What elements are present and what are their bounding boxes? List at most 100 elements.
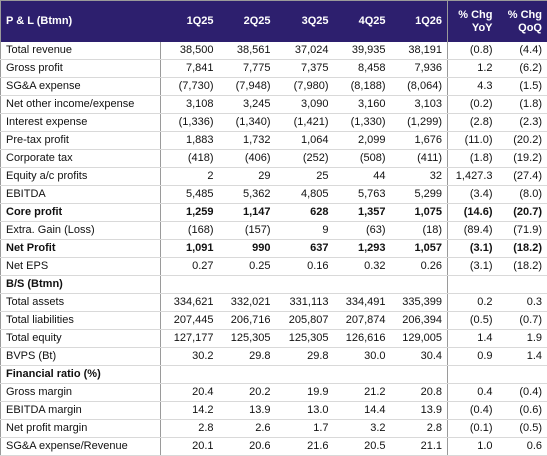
value-cell: 20.5 xyxy=(334,438,391,456)
value-cell: 0.32 xyxy=(334,258,391,276)
value-cell: 38,500 xyxy=(161,42,219,60)
value-cell: 7,936 xyxy=(391,60,448,78)
value-cell: 125,305 xyxy=(219,330,276,348)
value-cell: 3,245 xyxy=(219,96,276,114)
value-cell: 0.25 xyxy=(219,258,276,276)
empty-cell xyxy=(391,366,448,384)
header-cell: 3Q25 xyxy=(276,1,334,43)
value-cell: (411) xyxy=(391,150,448,168)
value-cell: 1,147 xyxy=(219,204,276,222)
value-cell: 38,561 xyxy=(219,42,276,60)
data-row: Extra. Gain (Loss)(168)(157)9(63)(18)(89… xyxy=(1,222,547,240)
data-row: Interest expense(1,336)(1,340)(1,421)(1,… xyxy=(1,114,547,132)
value-cell: 13.0 xyxy=(276,402,334,420)
header-line: QoQ xyxy=(503,22,543,35)
value-cell: 0.4 xyxy=(448,384,498,402)
value-cell: (8,188) xyxy=(334,78,391,96)
value-cell: 1,075 xyxy=(391,204,448,222)
value-cell: (0.6) xyxy=(498,402,547,420)
empty-cell xyxy=(498,276,547,294)
value-cell: (7,980) xyxy=(276,78,334,96)
value-cell: 334,491 xyxy=(334,294,391,312)
empty-cell xyxy=(276,276,334,294)
value-cell: 9 xyxy=(276,222,334,240)
value-cell: (168) xyxy=(161,222,219,240)
header-cell: 1Q26 xyxy=(391,1,448,43)
empty-cell xyxy=(161,276,219,294)
value-cell: (8,064) xyxy=(391,78,448,96)
value-cell: (1,336) xyxy=(161,114,219,132)
value-cell: 206,394 xyxy=(391,312,448,330)
value-cell: 3.2 xyxy=(334,420,391,438)
value-cell: (0.8) xyxy=(448,42,498,60)
value-cell: (0.2) xyxy=(448,96,498,114)
value-cell: (89.4) xyxy=(448,222,498,240)
value-cell: (20.7) xyxy=(498,204,547,222)
value-cell: (1,421) xyxy=(276,114,334,132)
row-label: Extra. Gain (Loss) xyxy=(1,222,161,240)
value-cell: (0.4) xyxy=(448,402,498,420)
value-cell: 13.9 xyxy=(391,402,448,420)
value-cell: (1.5) xyxy=(498,78,547,96)
value-cell: (0.7) xyxy=(498,312,547,330)
value-cell: 129,005 xyxy=(391,330,448,348)
value-cell: (19.2) xyxy=(498,150,547,168)
section-title: B/S (Btmn) xyxy=(1,276,161,294)
value-cell: 331,113 xyxy=(276,294,334,312)
value-cell: 207,445 xyxy=(161,312,219,330)
row-label: Equity a/c profits xyxy=(1,168,161,186)
value-cell: (2.8) xyxy=(448,114,498,132)
value-cell: 2.8 xyxy=(161,420,219,438)
value-cell: 127,177 xyxy=(161,330,219,348)
value-cell: (0.5) xyxy=(498,420,547,438)
row-label: Total assets xyxy=(1,294,161,312)
value-cell: (1,340) xyxy=(219,114,276,132)
value-cell: 4.3 xyxy=(448,78,498,96)
value-cell: 5,362 xyxy=(219,186,276,204)
value-cell: (6.2) xyxy=(498,60,547,78)
row-label: Total equity xyxy=(1,330,161,348)
empty-cell xyxy=(219,366,276,384)
empty-cell xyxy=(219,276,276,294)
value-cell: 1,091 xyxy=(161,240,219,258)
value-cell: (2.3) xyxy=(498,114,547,132)
value-cell: 14.2 xyxy=(161,402,219,420)
header-cell: 4Q25 xyxy=(334,1,391,43)
value-cell: (63) xyxy=(334,222,391,240)
header-cell: 2Q25 xyxy=(219,1,276,43)
value-cell: 1,293 xyxy=(334,240,391,258)
value-cell: (1,299) xyxy=(391,114,448,132)
value-cell: 20.2 xyxy=(219,384,276,402)
row-label: EBITDA xyxy=(1,186,161,204)
value-cell: (418) xyxy=(161,150,219,168)
value-cell: (8.0) xyxy=(498,186,547,204)
value-cell: (20.2) xyxy=(498,132,547,150)
value-cell: 20.1 xyxy=(161,438,219,456)
value-cell: (18.2) xyxy=(498,258,547,276)
value-cell: 3,108 xyxy=(161,96,219,114)
value-cell: 1,259 xyxy=(161,204,219,222)
value-cell: 37,024 xyxy=(276,42,334,60)
value-cell: 5,299 xyxy=(391,186,448,204)
value-cell: (7,948) xyxy=(219,78,276,96)
value-cell: 335,399 xyxy=(391,294,448,312)
value-cell: 29 xyxy=(219,168,276,186)
row-label: Net EPS xyxy=(1,258,161,276)
value-cell: 334,621 xyxy=(161,294,219,312)
header-cell: 1Q25 xyxy=(161,1,219,43)
value-cell: 1,064 xyxy=(276,132,334,150)
value-cell: 207,874 xyxy=(334,312,391,330)
value-cell: (27.4) xyxy=(498,168,547,186)
value-cell: (0.4) xyxy=(498,384,547,402)
row-label: Net Profit xyxy=(1,240,161,258)
value-cell: 0.9 xyxy=(448,348,498,366)
value-cell: 125,305 xyxy=(276,330,334,348)
value-cell: (3.4) xyxy=(448,186,498,204)
value-cell: 2.6 xyxy=(219,420,276,438)
